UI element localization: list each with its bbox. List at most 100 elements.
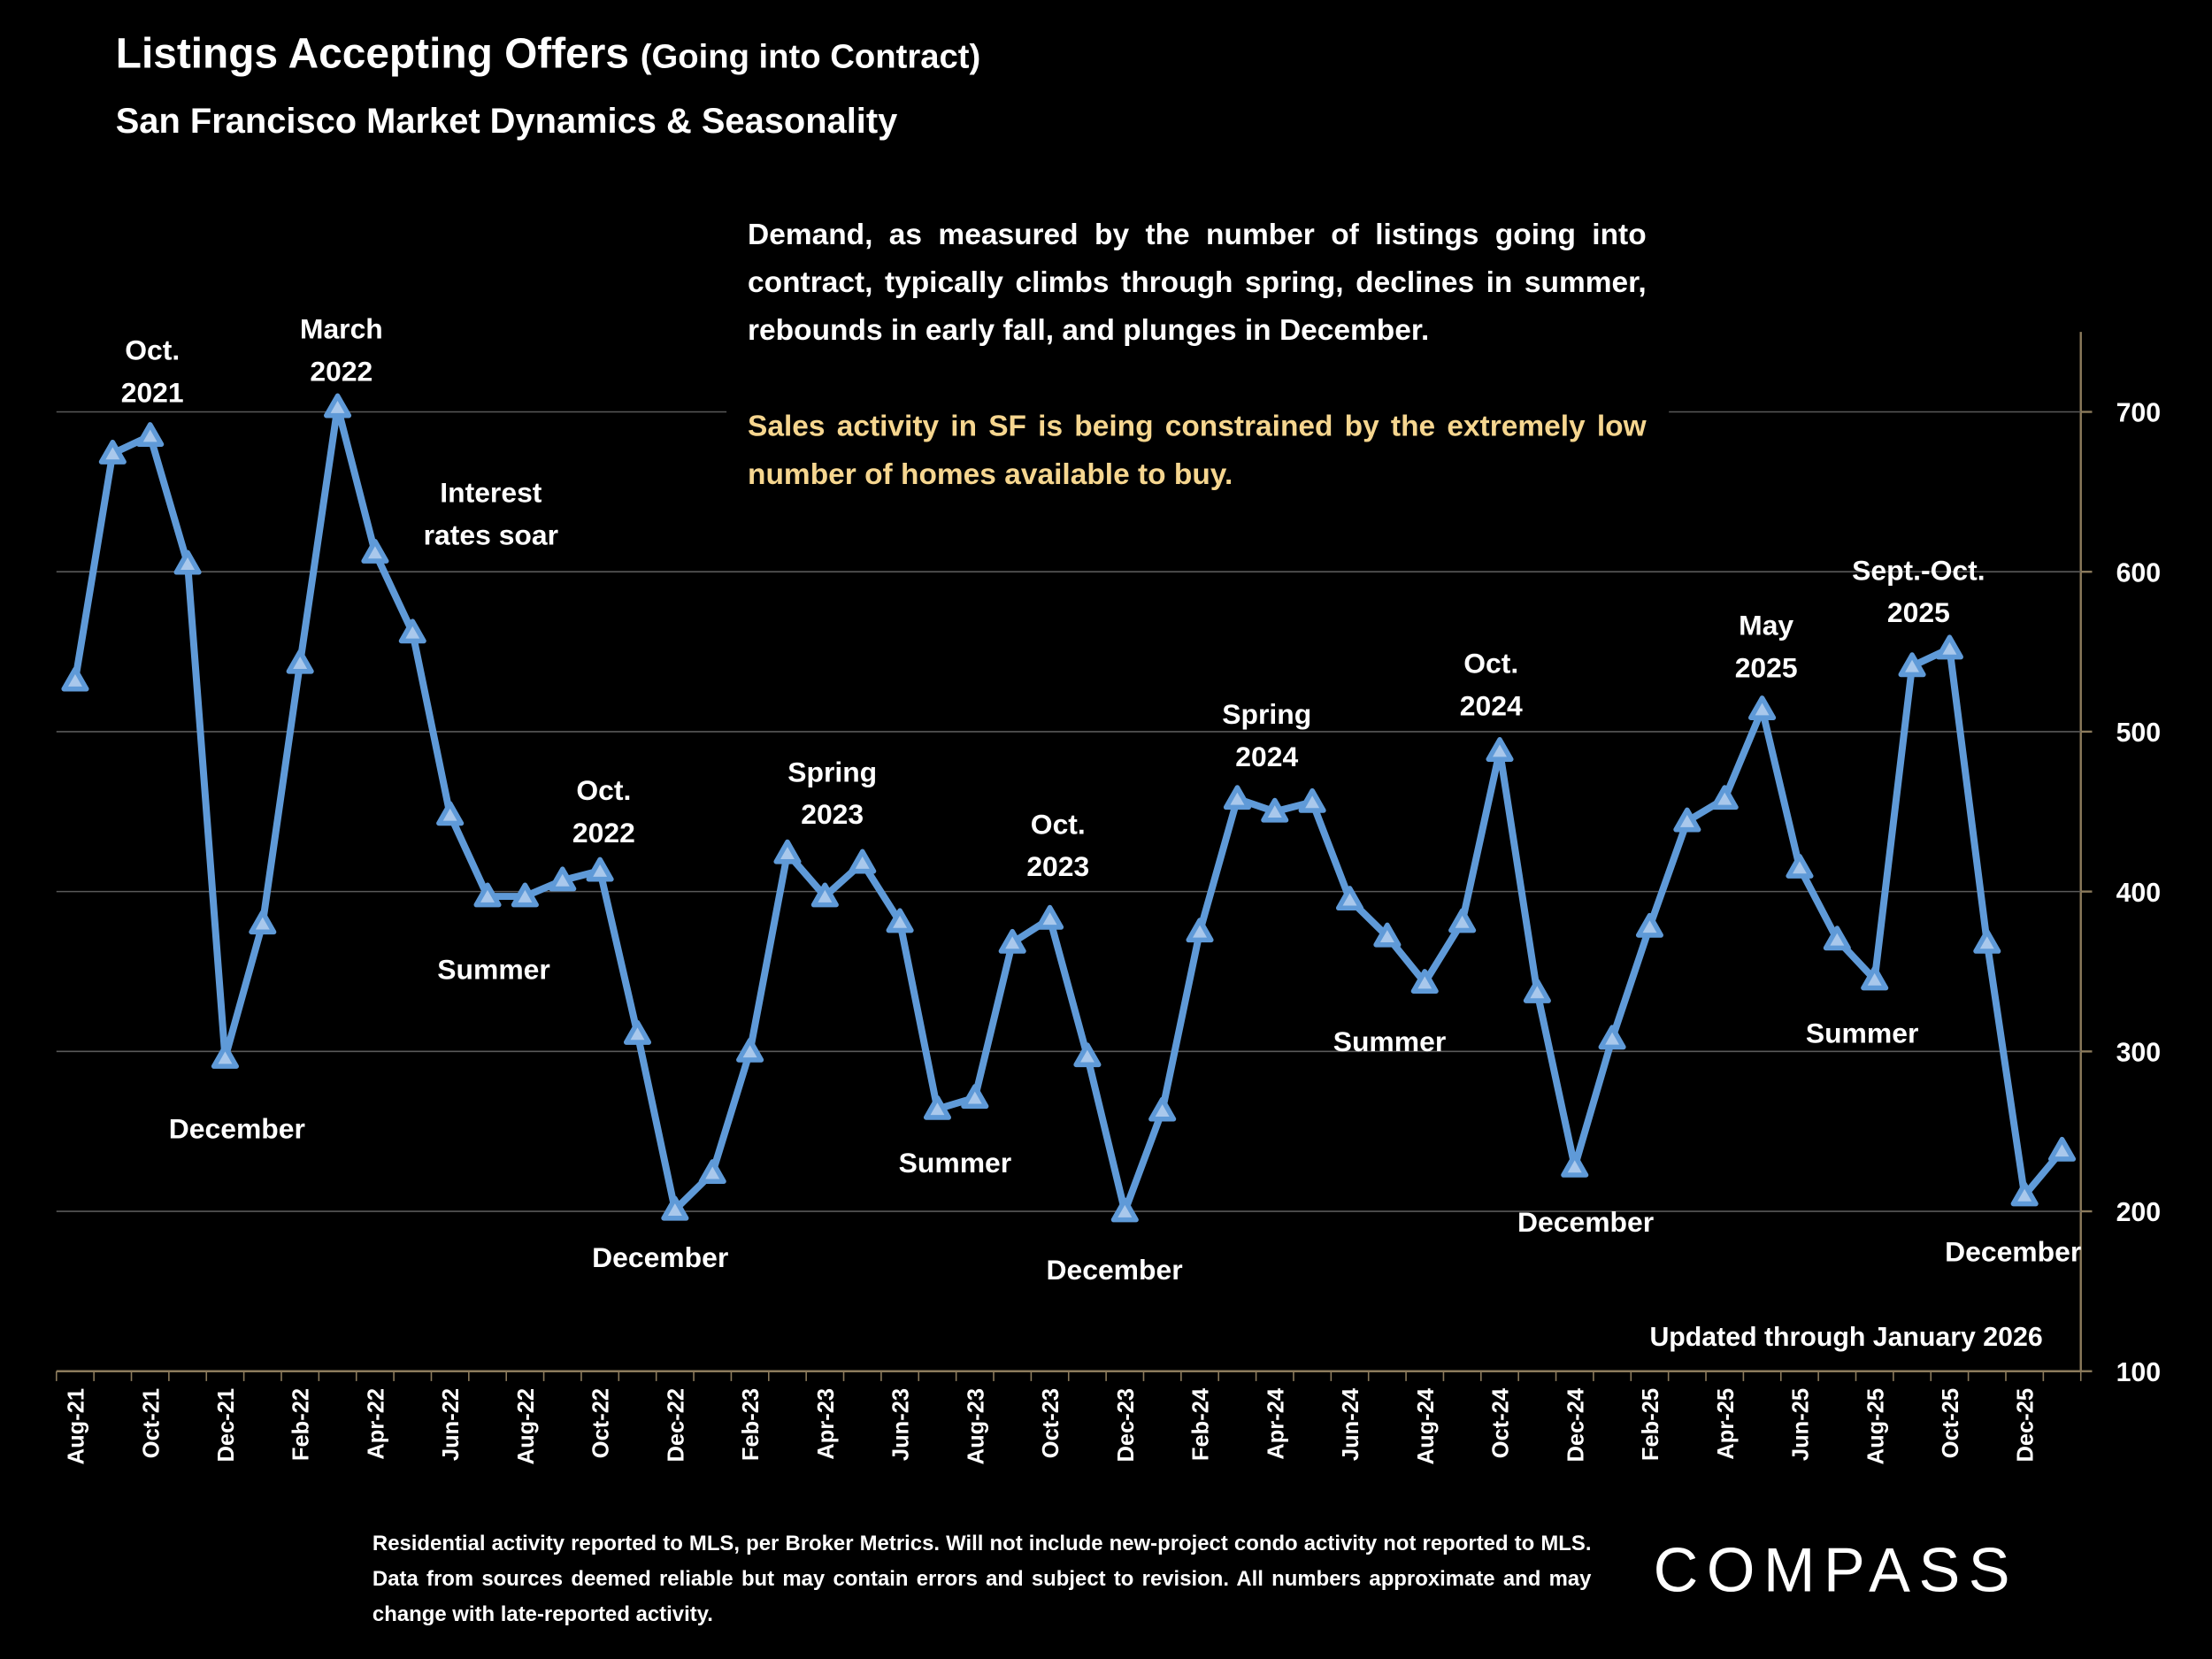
x-tick-label: Dec-23 (1114, 1388, 1139, 1463)
x-tick-label: Feb-24 (1189, 1387, 1214, 1461)
marker (586, 856, 614, 882)
marker (398, 618, 426, 644)
grid (55, 332, 2093, 1381)
marker (1935, 634, 1963, 660)
annotation: December (169, 1113, 305, 1145)
annotation: March (300, 313, 383, 345)
marker (1335, 886, 1364, 911)
annotation: Oct. (125, 334, 180, 366)
marker (1823, 926, 1851, 951)
annotation: December (1945, 1235, 2081, 1267)
marker (961, 1084, 989, 1110)
annotation: 2021 (121, 376, 184, 408)
marker (2047, 1136, 2077, 1162)
title-suffix: (Going into Contract) (641, 38, 981, 76)
marker (998, 928, 1026, 954)
annotation: rates soar (424, 518, 558, 550)
title-main: Listings Accepting Offers (116, 31, 629, 78)
y-tick-label: 700 (2116, 399, 2162, 428)
marker (1298, 787, 1326, 813)
marker (1523, 978, 1551, 1003)
marker (1373, 922, 1402, 948)
x-tick-label: Dec-25 (2014, 1388, 2039, 1463)
y-tick-label: 500 (2116, 718, 2162, 748)
y-tick-label: 300 (2116, 1038, 2162, 1067)
marker (1110, 1197, 1139, 1223)
marker (1486, 737, 1514, 762)
y-tick-label: 200 (2116, 1198, 2162, 1227)
x-tick-label: Oct-23 (1039, 1388, 1064, 1458)
annotation: 2024 (1235, 741, 1298, 772)
marker (1898, 652, 1926, 678)
marker (923, 1094, 952, 1120)
annotation: 2024 (1460, 689, 1523, 721)
marker (173, 549, 202, 575)
x-tick-label: Apr-22 (364, 1388, 388, 1460)
marker (1786, 853, 1814, 879)
footnote: Residential activity reported to MLS, pe… (372, 1532, 1592, 1627)
marker (136, 422, 165, 447)
x-tick-label: Jun-22 (439, 1388, 464, 1461)
x-tick-label: Dec-24 (1563, 1387, 1588, 1462)
x-tick-label: Feb-25 (1639, 1388, 1663, 1461)
annotation: Summer (1333, 1025, 1447, 1057)
marker (98, 439, 127, 465)
x-tick-label: Aug-24 (1414, 1387, 1439, 1464)
annotation: Oct. (1463, 648, 1518, 680)
marker (1148, 1096, 1177, 1122)
annotation: Oct. (576, 774, 631, 806)
marker (1561, 1152, 1589, 1178)
marker (1410, 969, 1439, 994)
marker (736, 1037, 764, 1063)
x-tick-label: Aug-23 (964, 1388, 988, 1464)
commentary-backdrop (726, 204, 1670, 557)
chart-title: Listings Accepting Offers (Going into Con… (116, 31, 981, 78)
marker (436, 801, 465, 826)
commentary-box: Demand, as measured by the number of lis… (748, 211, 1647, 499)
marker (1598, 1025, 1626, 1050)
y-tick-label: 600 (2116, 558, 2162, 588)
y-tick-label: 100 (2116, 1358, 2162, 1387)
marker (623, 1019, 652, 1045)
marker (2010, 1181, 2039, 1207)
x-tick-label: Feb-22 (289, 1388, 314, 1461)
marker (286, 649, 314, 674)
marker (1261, 797, 1289, 823)
marker (1448, 908, 1477, 933)
annotation: Spring (1222, 698, 1311, 730)
annotation: December (592, 1241, 728, 1273)
marker (1186, 918, 1214, 943)
x-tick-label: Dec-22 (664, 1388, 688, 1463)
chart-subtitle: San Francisco Market Dynamics & Seasonal… (116, 102, 898, 141)
logo: COMPASS (1654, 1534, 2019, 1604)
x-tick-label: Aug-25 (1863, 1388, 1888, 1464)
marker (698, 1159, 726, 1185)
annotation: Spring (787, 756, 877, 787)
marker (1073, 1042, 1102, 1068)
annotation: May (1739, 609, 1793, 641)
x-tick-label: Oct-25 (1939, 1388, 1963, 1458)
x-tick-label: Jun-23 (889, 1388, 914, 1461)
x-tick-label: Aug-22 (514, 1388, 539, 1464)
annotation: 2022 (310, 355, 373, 387)
marker (61, 666, 89, 692)
commentary: Demand, as measured by the number of lis… (748, 211, 1647, 499)
footnote-text: Residential activity reported to MLS, pe… (372, 1532, 1592, 1627)
x-tick-label: Aug-21 (65, 1388, 89, 1464)
annotation: 2023 (1026, 850, 1089, 882)
marker (1673, 807, 1701, 833)
marker (1036, 904, 1064, 930)
annotation: Oct. (1031, 808, 1086, 840)
annotation: 2025 (1887, 596, 1950, 628)
annotation: December (1046, 1254, 1182, 1286)
y-tick-label: 400 (2116, 879, 2162, 908)
marker (1635, 912, 1664, 938)
annotation: 2023 (801, 798, 864, 830)
marker (810, 882, 839, 908)
marker (849, 849, 877, 874)
marker (773, 839, 802, 864)
x-tick-label: Dec-21 (214, 1388, 239, 1463)
x-tick-label: Oct-24 (1489, 1387, 1514, 1458)
